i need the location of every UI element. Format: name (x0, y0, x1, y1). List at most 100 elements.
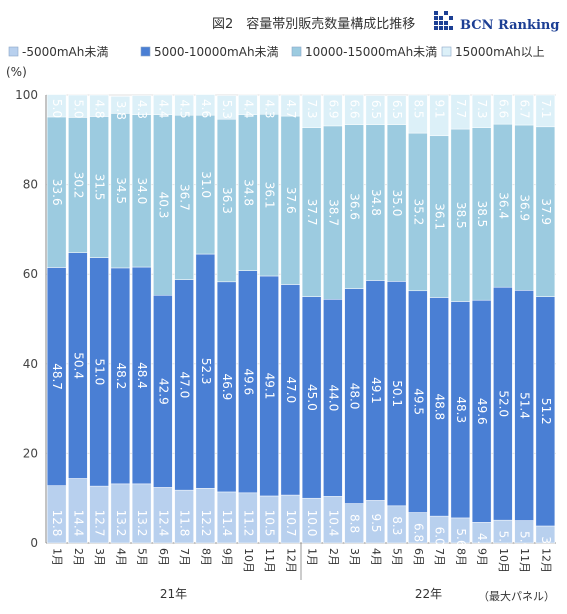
value-label: 8.3 (390, 516, 404, 535)
x-tick-label: 8月 (454, 548, 467, 566)
logo-dot (434, 11, 438, 15)
bcn-logo-text: BCN Ranking (460, 18, 559, 33)
value-label: 10.0 (305, 510, 319, 537)
bar-segment (259, 94, 279, 115)
value-label: 6.7 (518, 99, 532, 118)
y-tick-label: 60 (23, 267, 38, 281)
value-label: 49.1 (369, 377, 383, 404)
bar-segment (131, 95, 152, 115)
x-tick-label: 4月 (369, 548, 382, 566)
legend-swatch (441, 46, 452, 57)
value-label: 8.5 (411, 99, 425, 118)
year-group-label: 21年 (160, 587, 187, 601)
value-label: 50.1 (390, 380, 404, 407)
value-label: 11.4 (220, 510, 234, 537)
value-label: 13.2 (135, 510, 149, 537)
value-label: 46.9 (220, 374, 234, 401)
value-label: 47.0 (178, 371, 192, 398)
bar-segment (89, 94, 109, 117)
value-label: 4.6 (475, 533, 489, 552)
legend-item: 15000mAh以上 (441, 45, 545, 59)
x-tick-label: 3月 (93, 548, 106, 566)
value-label: 48.2 (114, 363, 128, 390)
value-label: 5.0 (50, 99, 64, 118)
logo-dot (439, 21, 443, 25)
bar-segment (408, 94, 428, 134)
value-label: 4.7 (284, 99, 298, 118)
value-label: 5.6 (454, 528, 468, 547)
value-label: 34.8 (241, 179, 255, 206)
value-label: 45.0 (305, 384, 319, 411)
bar-segment (46, 94, 67, 118)
value-label: 37.7 (305, 199, 319, 226)
value-label: 8.8 (348, 514, 362, 533)
value-label: 48.8 (433, 393, 447, 420)
value-label: 37.6 (284, 187, 298, 214)
bar-segment (110, 96, 131, 114)
value-label: 4.4 (156, 99, 170, 118)
value-label: 48.0 (348, 383, 362, 410)
legend-label: 15000mAh以上 (455, 45, 545, 59)
value-label: 51.0 (93, 359, 107, 386)
value-label: 48.4 (135, 362, 149, 389)
panel-note: （最大パネル） (478, 589, 555, 603)
value-label: 49.6 (475, 398, 489, 425)
x-tick-label: 11月 (518, 548, 531, 573)
value-label: 11.2 (241, 510, 255, 537)
value-label: 44.0 (326, 384, 340, 411)
legend-label: -5000mAh未満 (22, 45, 108, 59)
x-tick-label: 7月 (178, 548, 191, 566)
x-tick-label: 9月 (221, 548, 234, 566)
value-label: 31.0 (199, 171, 213, 198)
legend-swatch (291, 46, 302, 57)
value-label: 49.6 (241, 368, 255, 395)
value-label: 5.3 (220, 100, 234, 119)
value-label: 12.4 (156, 510, 170, 537)
bar-segment (386, 95, 407, 125)
bar-segment (216, 95, 237, 120)
value-label: 36.9 (518, 194, 532, 221)
value-label: 7.1 (539, 99, 553, 118)
value-label: 34.5 (114, 177, 128, 204)
logo-dot (449, 16, 453, 20)
bars (46, 94, 556, 544)
x-tick-label: 11月 (263, 548, 276, 573)
logo-dot (434, 16, 438, 20)
plot-area: 12.8 48.7 33.6 5.0 14.4 50.4 30.2 5.0 12.7 51.0 31… (15, 88, 556, 601)
value-label: 49.1 (263, 373, 277, 400)
value-label: 4.8 (93, 99, 107, 118)
value-label: 38.7 (326, 199, 340, 226)
bar-segment (301, 94, 322, 128)
bcn-logo-mark-icon (434, 11, 453, 30)
value-label: 6.6 (348, 99, 362, 118)
value-label: 36.4 (496, 192, 510, 219)
chart-title: 図2 容量帯別販売数量構成比推移 (212, 16, 415, 32)
value-label: 34.8 (369, 189, 383, 216)
value-label: 48.7 (50, 363, 64, 390)
value-label: 33.6 (50, 179, 64, 206)
logo-dot (449, 26, 453, 30)
value-label: 37.9 (539, 198, 553, 225)
x-tick-label: 6月 (157, 548, 170, 566)
value-label: 4.3 (135, 100, 149, 119)
value-label: 6.5 (369, 100, 383, 119)
value-label: 36.1 (263, 182, 277, 209)
value-label: 7.3 (305, 99, 319, 118)
x-tick-label: 5月 (391, 548, 404, 566)
value-label: 3.8 (114, 101, 128, 120)
bar-segment (280, 94, 301, 117)
logo-dot (434, 26, 438, 30)
value-label: 9.5 (369, 513, 383, 532)
logo-dot (444, 11, 448, 15)
value-label: 10.7 (284, 510, 298, 537)
bar-segment (365, 95, 386, 125)
x-tick-label: 9月 (476, 548, 489, 566)
value-label: 4.5 (178, 99, 192, 118)
value-label: 36.1 (433, 203, 447, 230)
value-label: 30.2 (71, 172, 85, 199)
value-label: 34.0 (135, 178, 149, 205)
value-label: 4.3 (263, 99, 277, 118)
logo-dot (439, 26, 443, 30)
y-tick-label: 0 (30, 536, 38, 550)
legend-item: 10000-15000mAh未満 (291, 45, 437, 59)
